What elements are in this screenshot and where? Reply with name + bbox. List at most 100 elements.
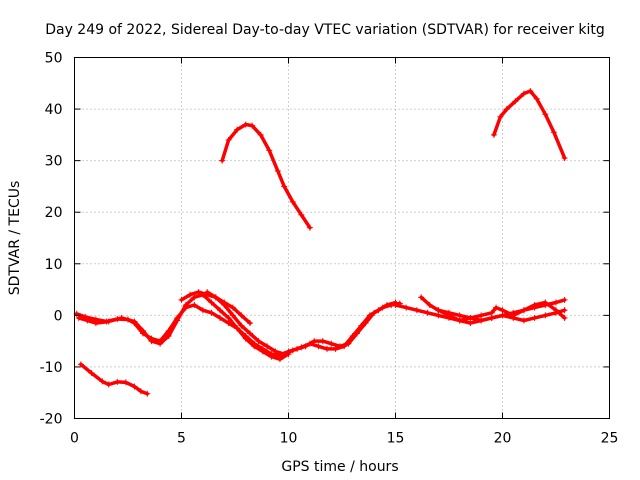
data-point <box>520 90 527 97</box>
series-arc-base-7 <box>435 299 568 321</box>
data-point <box>246 320 253 327</box>
data-point <box>131 383 138 390</box>
data-point <box>208 299 215 306</box>
data-point <box>255 338 262 345</box>
data-point <box>221 299 228 306</box>
x-tick-label: 20 <box>494 431 512 447</box>
data-point <box>238 322 245 329</box>
data-point <box>122 379 129 386</box>
data-point <box>542 111 549 118</box>
data-point <box>306 340 313 347</box>
data-point <box>92 320 99 327</box>
data-point <box>191 294 198 301</box>
data-point <box>187 291 194 298</box>
data-point <box>527 88 534 95</box>
data-point <box>242 121 249 128</box>
data-point <box>375 307 382 314</box>
data-point <box>105 318 112 325</box>
y-tick-label: 50 <box>45 51 63 67</box>
data-point <box>229 304 236 311</box>
data-point <box>520 317 527 324</box>
data-point <box>246 330 253 337</box>
data-point <box>520 307 527 314</box>
data-point <box>259 348 266 355</box>
data-point <box>456 317 463 324</box>
data-point <box>418 294 425 301</box>
data-point <box>219 157 226 164</box>
data-point <box>435 312 442 319</box>
data-point <box>478 317 485 324</box>
data-point <box>137 388 144 395</box>
data-point <box>266 147 273 154</box>
y-axis-label: SDTVAR / TECUs <box>7 181 23 296</box>
data-point <box>328 340 335 347</box>
chart-title: Day 249 of 2022, Sidereal Day-to-day VTE… <box>45 22 605 38</box>
data-point <box>257 131 264 138</box>
x-tick-label: 15 <box>387 431 405 447</box>
data-point <box>306 224 313 231</box>
data-point <box>493 304 500 311</box>
data-point <box>311 338 318 345</box>
data-point <box>512 98 519 105</box>
data-point <box>553 299 559 306</box>
y-tick-label: 30 <box>45 154 63 170</box>
data-point <box>238 312 245 319</box>
x-axis-label: GPS time / hours <box>281 459 398 475</box>
data-point <box>114 378 121 385</box>
data-point <box>234 325 241 332</box>
series-line <box>179 290 398 356</box>
data-point <box>212 294 219 301</box>
data-point <box>341 343 348 350</box>
data-point <box>550 129 557 136</box>
data-point <box>531 302 538 309</box>
data-point <box>165 332 172 339</box>
data-point <box>392 302 399 309</box>
data-point <box>208 309 215 316</box>
data-point <box>191 302 198 309</box>
y-tick-label: 40 <box>45 102 63 118</box>
data-point <box>199 307 206 314</box>
series-arc-low-1 <box>77 361 151 397</box>
series-layer <box>73 88 568 397</box>
data-point <box>174 317 181 324</box>
data-point <box>289 347 296 354</box>
data-point <box>204 289 211 296</box>
x-tick-label: 10 <box>280 431 298 447</box>
x-tick-label: 25 <box>601 431 619 447</box>
x-tick-label: 5 <box>177 431 186 447</box>
data-point <box>319 338 326 345</box>
data-point <box>264 343 271 350</box>
data-point <box>324 345 331 352</box>
series-arc-base-3 <box>178 289 399 358</box>
data-point <box>456 312 463 319</box>
data-point <box>225 320 232 327</box>
grid <box>74 57 610 419</box>
data-point <box>413 307 420 314</box>
data-point <box>88 370 95 377</box>
data-point <box>426 302 433 309</box>
data-point <box>105 381 112 388</box>
data-point <box>195 289 202 296</box>
y-tick-label: -10 <box>40 360 63 376</box>
data-point <box>298 211 305 218</box>
data-point <box>242 335 249 342</box>
data-point <box>249 122 256 129</box>
data-point <box>298 344 305 351</box>
data-point <box>281 351 288 358</box>
data-point <box>542 299 549 306</box>
data-point <box>131 318 138 325</box>
data-point <box>424 309 431 316</box>
data-point <box>403 304 410 311</box>
y-tick-label: 20 <box>45 205 63 221</box>
data-point <box>281 183 288 190</box>
data-point <box>553 307 559 314</box>
plot-frame <box>74 57 610 419</box>
series-arc-high-2 <box>490 88 568 162</box>
data-point <box>349 332 356 339</box>
data-point <box>533 95 540 102</box>
series-arc-high-1 <box>219 121 313 231</box>
data-point <box>383 302 390 309</box>
data-point <box>84 317 91 324</box>
y-tick-label: -20 <box>40 412 63 428</box>
